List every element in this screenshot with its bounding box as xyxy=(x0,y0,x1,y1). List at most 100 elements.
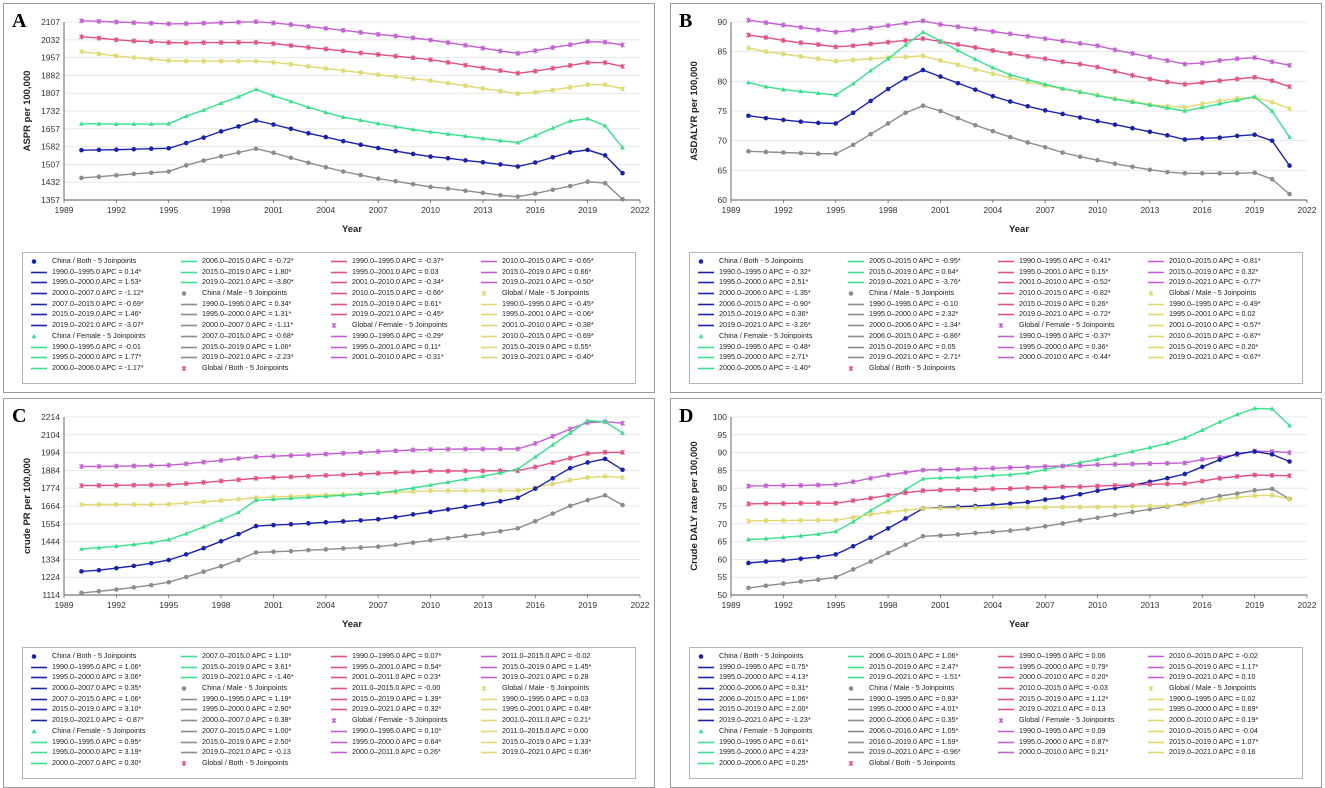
data-point xyxy=(990,472,996,478)
data-point xyxy=(532,440,538,447)
data-point xyxy=(868,508,874,513)
legend-line-swatch xyxy=(331,709,347,711)
legend-marker-icon xyxy=(848,291,854,296)
x-tick-label: 1989 xyxy=(722,600,741,610)
x-tick-label: 2016 xyxy=(1193,600,1212,610)
x-tick-label: 1989 xyxy=(722,205,741,215)
data-point xyxy=(236,531,241,537)
legend-item-label: 1995.0–2000.0 APC = 1.77* xyxy=(52,352,142,362)
data-point xyxy=(498,528,503,534)
data-point xyxy=(515,495,521,501)
data-point xyxy=(131,20,137,26)
data-point xyxy=(480,501,486,507)
legend-marker-icon xyxy=(998,323,1004,329)
data-point xyxy=(96,51,102,57)
data-point xyxy=(96,463,102,469)
data-point xyxy=(445,479,451,485)
data-point xyxy=(1199,135,1205,141)
data-point xyxy=(271,522,276,528)
x-tick-label: 2004 xyxy=(983,600,1002,610)
data-point xyxy=(148,539,154,545)
data-point xyxy=(567,149,573,155)
legend-item-label: 2019.0–2021.0 APC = 0.13 xyxy=(1019,704,1106,714)
data-point xyxy=(920,488,926,494)
data-point xyxy=(1269,492,1275,498)
data-point xyxy=(1252,493,1258,499)
legend-marker-icon xyxy=(481,685,487,692)
legend-item-label: 2015.0–2019.0 APC = 2.47* xyxy=(869,661,959,671)
legend-line-swatch xyxy=(481,356,497,359)
legend-item-label: 2005.0–2015.0 APC = -0.95* xyxy=(869,256,961,265)
data-point xyxy=(236,94,241,99)
legend-line-swatch xyxy=(481,260,497,263)
data-point xyxy=(602,473,608,479)
legend-item-label: 1990.0–1995.0 APC = -0.10 xyxy=(869,298,958,308)
x-tick-label: 2019 xyxy=(1245,205,1264,215)
data-point xyxy=(305,452,311,458)
x-tick-label: 1992 xyxy=(107,600,126,610)
y-tick-label: 90 xyxy=(718,448,728,458)
legend-line-swatch xyxy=(698,271,714,273)
data-point xyxy=(497,488,503,494)
data-point xyxy=(253,146,259,152)
data-point xyxy=(288,495,294,501)
data-point xyxy=(79,569,84,574)
data-point xyxy=(938,21,943,27)
legend-marker-swatch xyxy=(481,290,487,297)
data-point xyxy=(1287,459,1292,464)
x-tick-label: 1998 xyxy=(212,205,231,215)
legend-item-label: China / Both - 5 Joinpoints xyxy=(719,651,804,660)
data-point xyxy=(903,110,908,116)
data-point xyxy=(1042,144,1048,150)
legend-line-swatch xyxy=(31,741,47,743)
x-tick-label: 2010 xyxy=(421,205,440,215)
legend-item-label: China / Male - 5 Joinpoints xyxy=(869,288,955,298)
series-line-global-male xyxy=(81,51,623,95)
data-point xyxy=(375,145,381,151)
data-point xyxy=(550,481,556,487)
data-point xyxy=(990,65,996,70)
y-axis-title: crude PR per 100,000 xyxy=(22,458,33,554)
y-tick-label: 2104 xyxy=(41,430,60,440)
data-point xyxy=(480,135,486,141)
data-point xyxy=(79,121,84,126)
data-point xyxy=(850,514,856,520)
data-point xyxy=(236,124,241,129)
x-tick-label: 1995 xyxy=(826,205,845,215)
data-point xyxy=(305,473,311,479)
legend-item-label: 2015.0–2019.0 APC = 1.39* xyxy=(352,693,442,703)
legend-item-label: 1990.0–1995.0 APC = 0.75* xyxy=(719,661,809,671)
data-point xyxy=(463,446,468,452)
legend-marker-swatch xyxy=(698,333,704,339)
legend-item-label: Global / Both - 5 Joinpoints xyxy=(869,757,956,767)
x-tick-label: 1992 xyxy=(107,205,126,215)
data-point xyxy=(781,117,786,123)
data-point xyxy=(480,45,486,51)
data-point xyxy=(585,179,590,185)
data-point xyxy=(393,542,398,548)
data-point xyxy=(148,170,154,176)
data-point xyxy=(567,430,573,435)
data-point xyxy=(763,517,769,524)
data-point xyxy=(550,65,556,71)
data-point xyxy=(1217,496,1223,503)
legend-marker-swatch xyxy=(848,365,854,371)
data-point xyxy=(463,488,468,494)
data-point xyxy=(428,538,433,543)
data-point xyxy=(463,504,468,510)
legend-line-swatch xyxy=(848,719,864,722)
legend-marker-icon xyxy=(848,686,854,691)
legend-marker-swatch xyxy=(181,686,187,691)
legend-line-swatch xyxy=(1148,741,1164,743)
legend-marker-swatch xyxy=(31,259,37,264)
legend-item-label: 2019.0–2021.0 APC = -1.23* xyxy=(719,715,811,725)
data-point xyxy=(990,529,996,535)
legend-line-swatch xyxy=(31,282,47,284)
legend-line-swatch xyxy=(1148,677,1164,679)
data-point xyxy=(746,149,751,154)
legend-item-label: 2011.0–2015.0 APC = -0.02 xyxy=(502,651,591,660)
legend-item-label: 1995.0–2001.0 APC = 0.11* xyxy=(352,341,441,351)
data-point xyxy=(1095,504,1100,510)
data-point xyxy=(1060,85,1066,91)
data-point xyxy=(1252,488,1257,493)
